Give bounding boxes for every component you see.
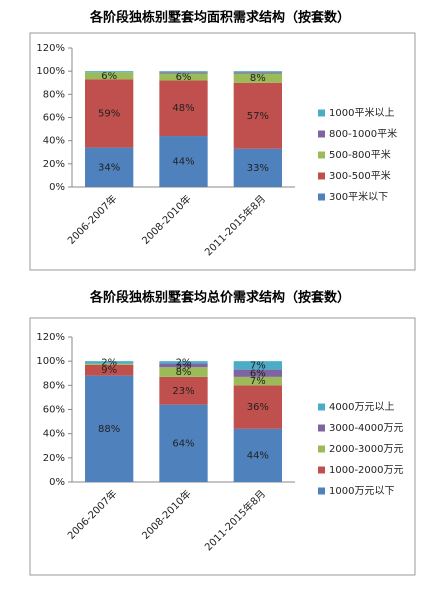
y-tick-label: 40% (43, 136, 65, 147)
bar-segment (85, 79, 134, 148)
bar-segment (159, 136, 208, 187)
bar-segment (85, 71, 134, 73)
value-label: 59% (98, 108, 120, 119)
legend-swatch (318, 403, 325, 411)
y-tick-label: 80% (43, 380, 65, 391)
legend-swatch (318, 172, 325, 180)
legend-label: 4000万元以上 (329, 401, 394, 413)
value-label: 2% (101, 357, 117, 368)
bar-segment (233, 73, 282, 83)
value-label: 6% (176, 72, 192, 83)
legend-swatch (318, 151, 325, 159)
legend-swatch (318, 424, 325, 432)
legend-label: 2000-3000万元 (329, 444, 404, 455)
legend-label: 800-1000平米 (329, 127, 397, 140)
bar-segment (159, 367, 208, 377)
y-tick-label: 120% (36, 43, 65, 54)
y-tick-label: 0% (49, 477, 65, 488)
bar-segment (159, 363, 208, 368)
bar-segment (233, 428, 282, 482)
value-label: 88% (98, 424, 120, 435)
legend-label: 300平米以下 (329, 190, 388, 203)
y-tick-label: 80% (43, 89, 65, 100)
bar-segment (159, 404, 208, 482)
bar-segment (85, 375, 134, 482)
legend-label: 1000万元以下 (329, 486, 394, 497)
y-tick-label: 100% (36, 356, 65, 367)
y-tick-label: 120% (36, 332, 65, 343)
value-label: 6% (101, 71, 117, 82)
value-label: 8% (250, 73, 266, 84)
y-tick-label: 60% (43, 113, 65, 124)
legend-swatch (318, 445, 325, 453)
value-label: 48% (172, 103, 194, 114)
bar-segment (159, 72, 208, 74)
bar-segment (159, 80, 208, 137)
chart-title: 各阶段独栋别墅套均总价需求结构（按套数） (89, 290, 350, 306)
legend-swatch (318, 109, 325, 117)
bar-segment (159, 361, 208, 364)
bar-segment (233, 71, 282, 73)
value-label: 7% (250, 360, 266, 371)
y-tick-label: 20% (43, 453, 65, 464)
value-label: 8% (176, 367, 192, 378)
value-label: 3% (176, 360, 192, 371)
bar-segment (85, 364, 134, 376)
legend-label: 500-800平米 (329, 148, 391, 161)
value-label: 44% (247, 450, 269, 461)
bar-segment (233, 82, 282, 149)
bar-segment (159, 71, 208, 73)
value-label: 6% (250, 368, 266, 379)
value-label: 9% (101, 365, 117, 376)
legend-swatch (318, 193, 325, 201)
bar-segment (233, 361, 282, 370)
y-tick-label: 100% (36, 66, 65, 77)
bar-segment (233, 72, 282, 74)
y-tick-label: 40% (43, 429, 65, 440)
bar-segment (85, 147, 134, 187)
bar-segment (233, 376, 282, 386)
value-label: 33% (247, 163, 269, 174)
legend-label: 300-500平米 (329, 169, 391, 182)
bar-segment (85, 363, 134, 365)
value-label: 2% (176, 357, 192, 368)
bar-segment (85, 72, 134, 80)
chart-title: 各阶段独栋别墅套均面积需求结构（按套数） (89, 10, 350, 26)
legend-swatch (318, 130, 325, 138)
value-label: 34% (98, 162, 120, 173)
y-tick-label: 20% (43, 159, 65, 170)
bar-segment (159, 376, 208, 405)
value-label: 44% (172, 157, 194, 168)
bar-segment (233, 148, 282, 187)
y-tick-label: 0% (49, 182, 65, 193)
legend-swatch (318, 487, 325, 495)
y-tick-label: 60% (43, 405, 65, 416)
legend-label: 1000-2000万元 (329, 465, 404, 476)
legend-label: 3000-4000万元 (329, 423, 404, 434)
bar-segment (233, 369, 282, 377)
legend-label: 1000平米以上 (329, 106, 394, 119)
bar-segment (233, 385, 282, 429)
bar-segment (85, 361, 134, 364)
bar-segment (159, 73, 208, 81)
value-label: 64% (172, 438, 194, 449)
value-label: 36% (247, 402, 269, 413)
legend-swatch (318, 466, 325, 474)
value-label: 57% (247, 111, 269, 122)
value-label: 23% (172, 386, 194, 397)
value-label: 7% (250, 376, 266, 387)
